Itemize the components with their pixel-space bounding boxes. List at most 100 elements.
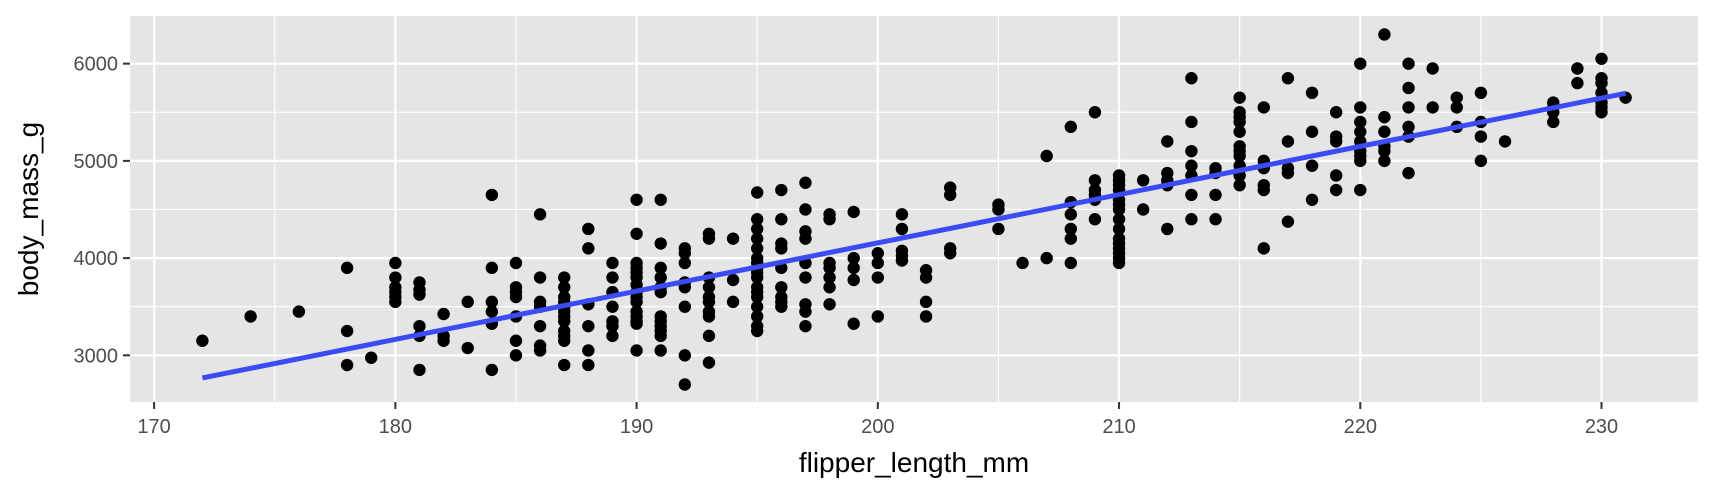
data-point (1064, 232, 1078, 245)
data-point (1305, 86, 1319, 100)
data-point (1402, 101, 1415, 114)
data-point (582, 242, 595, 255)
data-point (1329, 169, 1343, 182)
data-point (1185, 72, 1198, 85)
data-point (1354, 125, 1367, 138)
data-point (1498, 135, 1512, 148)
data-point (726, 295, 740, 309)
data-point (389, 295, 402, 309)
data-point (775, 281, 788, 294)
x-tick-label: 230 (1585, 416, 1618, 438)
data-point (775, 242, 788, 255)
data-point (654, 261, 667, 275)
data-point (461, 341, 474, 355)
data-point (606, 329, 619, 343)
data-point (654, 344, 667, 357)
data-point (1112, 213, 1126, 226)
data-point (943, 188, 957, 202)
data-point (1185, 213, 1198, 226)
data-point (775, 300, 788, 313)
data-point (895, 222, 909, 236)
data-point (582, 319, 595, 333)
data-point (485, 363, 499, 377)
data-point (1378, 154, 1391, 168)
data-point (1016, 256, 1029, 270)
data-point (799, 232, 812, 245)
data-point (847, 251, 860, 265)
data-point (606, 271, 619, 284)
data-point (1378, 125, 1391, 138)
data-point (1281, 135, 1295, 148)
data-point (1426, 101, 1439, 114)
data-point (630, 295, 643, 309)
data-point (702, 356, 716, 369)
data-point (606, 319, 619, 333)
data-point (1185, 159, 1198, 172)
data-point (726, 273, 740, 287)
regression-line (201, 90, 1627, 381)
data-point (1571, 76, 1584, 90)
data-point (1378, 144, 1391, 158)
data-point (895, 208, 909, 221)
data-point (1402, 120, 1415, 134)
data-point (799, 176, 812, 189)
data-point (1064, 208, 1078, 221)
x-axis-ticks: 170 180 190 200 210 220 230 (137, 402, 1618, 438)
data-point (1257, 183, 1270, 197)
data-point (1474, 154, 1488, 168)
data-point (799, 319, 812, 333)
data-point (1354, 183, 1367, 197)
data-point (1040, 149, 1053, 163)
data-point (1064, 120, 1078, 134)
data-point (1112, 203, 1126, 216)
data-point (606, 300, 619, 313)
data-point (630, 193, 643, 206)
data-point (943, 247, 957, 260)
y-axis-ticks: 3000 4000 5000 6000 (74, 54, 130, 367)
data-point (558, 315, 571, 328)
data-point (799, 203, 812, 216)
data-point (1450, 91, 1463, 104)
data-point (1402, 166, 1415, 180)
data-point (702, 329, 716, 343)
data-point (1354, 57, 1367, 70)
data-point (1185, 188, 1198, 202)
data-point (1281, 215, 1295, 228)
data-point (1281, 166, 1295, 180)
data-point (1402, 57, 1415, 70)
data-point (389, 256, 402, 270)
data-point (413, 288, 426, 301)
data-point (702, 310, 716, 323)
data-point (654, 193, 667, 206)
data-point (485, 188, 499, 202)
data-point (1305, 193, 1319, 206)
data-point (751, 324, 764, 338)
y-tick-label: 5000 (74, 151, 119, 173)
data-point (871, 271, 885, 284)
data-point (1112, 222, 1126, 236)
data-point (1233, 91, 1246, 104)
data-point (678, 349, 692, 362)
x-tick-label: 170 (137, 416, 170, 438)
y-axis-title: body_mass_g (13, 122, 44, 296)
data-point (799, 271, 812, 284)
data-point (1595, 106, 1608, 119)
data-point (1112, 256, 1126, 270)
data-point (1257, 101, 1270, 114)
data-point (509, 256, 523, 270)
data-point (437, 334, 450, 347)
data-point (775, 213, 788, 226)
data-point (558, 358, 571, 372)
data-point (582, 344, 595, 357)
data-point (533, 208, 547, 221)
data-point (485, 305, 499, 318)
data-point (871, 256, 885, 270)
data-point (751, 300, 764, 313)
data-point (1088, 174, 1102, 187)
data-point (437, 307, 450, 321)
data-point (751, 310, 764, 323)
x-tick-label: 180 (379, 416, 412, 438)
data-point (1233, 178, 1246, 192)
